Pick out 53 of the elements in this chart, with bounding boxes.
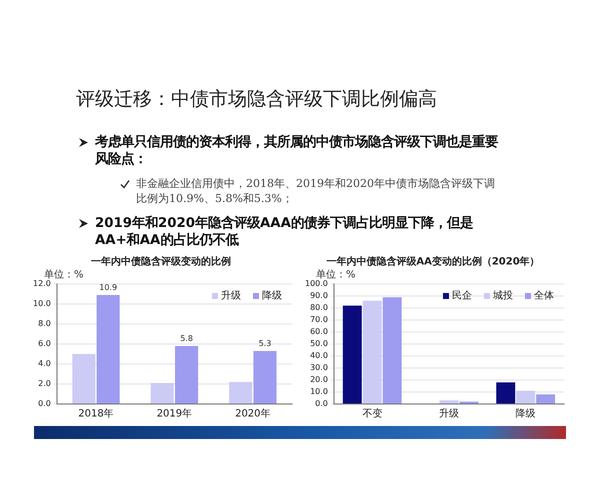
y-tick-label: 12.0	[33, 279, 51, 288]
bar	[439, 400, 458, 404]
legend-label: 民企	[452, 290, 472, 302]
bar	[96, 295, 120, 404]
data-label: 10.9	[99, 283, 118, 292]
bar	[150, 383, 174, 404]
bar	[536, 394, 556, 404]
text: 2019年和2020年隐含评级AAA的债券下调占比明显下降，但是AA+和AA的占比仍不低	[95, 215, 474, 249]
bar	[516, 390, 536, 404]
y-tick-label: 0.0	[315, 399, 328, 408]
y-axis-title: 单位：%	[316, 268, 356, 281]
y-tick-label: 100.0	[304, 279, 328, 288]
y-tick-label: 10.0	[310, 387, 328, 396]
y-tick-label: 0.0	[38, 399, 51, 408]
y-tick-label: 60.0	[310, 327, 328, 336]
bar	[175, 346, 198, 404]
bar	[496, 382, 516, 404]
bar	[229, 382, 252, 404]
bar	[362, 300, 382, 404]
y-tick-label: 2.0	[38, 379, 51, 388]
y-tick-label: 8.0	[38, 319, 51, 328]
y-tick-label: 90.0	[310, 291, 328, 300]
data-label: 5.8	[180, 334, 193, 344]
y-tick-label: 10.0	[33, 299, 51, 308]
text: 评级迁移：中债市场隐含评级下调比例偏高	[76, 87, 438, 112]
x-tick-label: 升级	[438, 408, 459, 420]
legend-label: 城投	[492, 290, 513, 302]
bar	[382, 297, 402, 404]
data-label: 5.3	[258, 339, 272, 348]
bar	[72, 354, 96, 404]
y-tick-label: 20.0	[310, 375, 328, 384]
chart-title: 一年内中债隐含评级变动的比例	[91, 256, 231, 268]
bar	[342, 306, 362, 404]
chart-title: 一年内中债隐含评级AA变动的比例（2020年）	[326, 256, 540, 268]
x-tick-label: 2019年	[156, 408, 192, 420]
y-tick-label: 40.0	[310, 351, 328, 360]
y-tick-label: 70.0	[310, 315, 328, 324]
y-tick-label: 4.0	[38, 359, 51, 368]
y-axis-title: 单位：%	[44, 268, 84, 281]
bar	[253, 351, 276, 404]
x-tick-label: 降级	[516, 408, 536, 420]
text: 非金融企业信用债中，2018年、2019年和2020年中债市场隐含评级下调比例为10.9%、5.8%和5.3%；	[136, 176, 496, 206]
x-tick-label: 2020年	[235, 408, 271, 420]
y-tick-label: 30.0	[310, 363, 328, 372]
legend-label: 全体	[534, 290, 554, 302]
text: 考虑单只信用债的资本利得，其所属的中债市场隐含评级下调也是重要风险点：	[95, 134, 500, 168]
x-tick-label: 不变	[362, 408, 382, 420]
x-tick-label: 2018年	[78, 408, 114, 420]
y-tick-label: 6.0	[38, 339, 51, 348]
legend-label: 升级	[221, 290, 241, 302]
y-tick-label: 50.0	[310, 339, 328, 348]
legend-label: 降级	[262, 290, 282, 302]
y-tick-label: 80.0	[310, 303, 328, 312]
